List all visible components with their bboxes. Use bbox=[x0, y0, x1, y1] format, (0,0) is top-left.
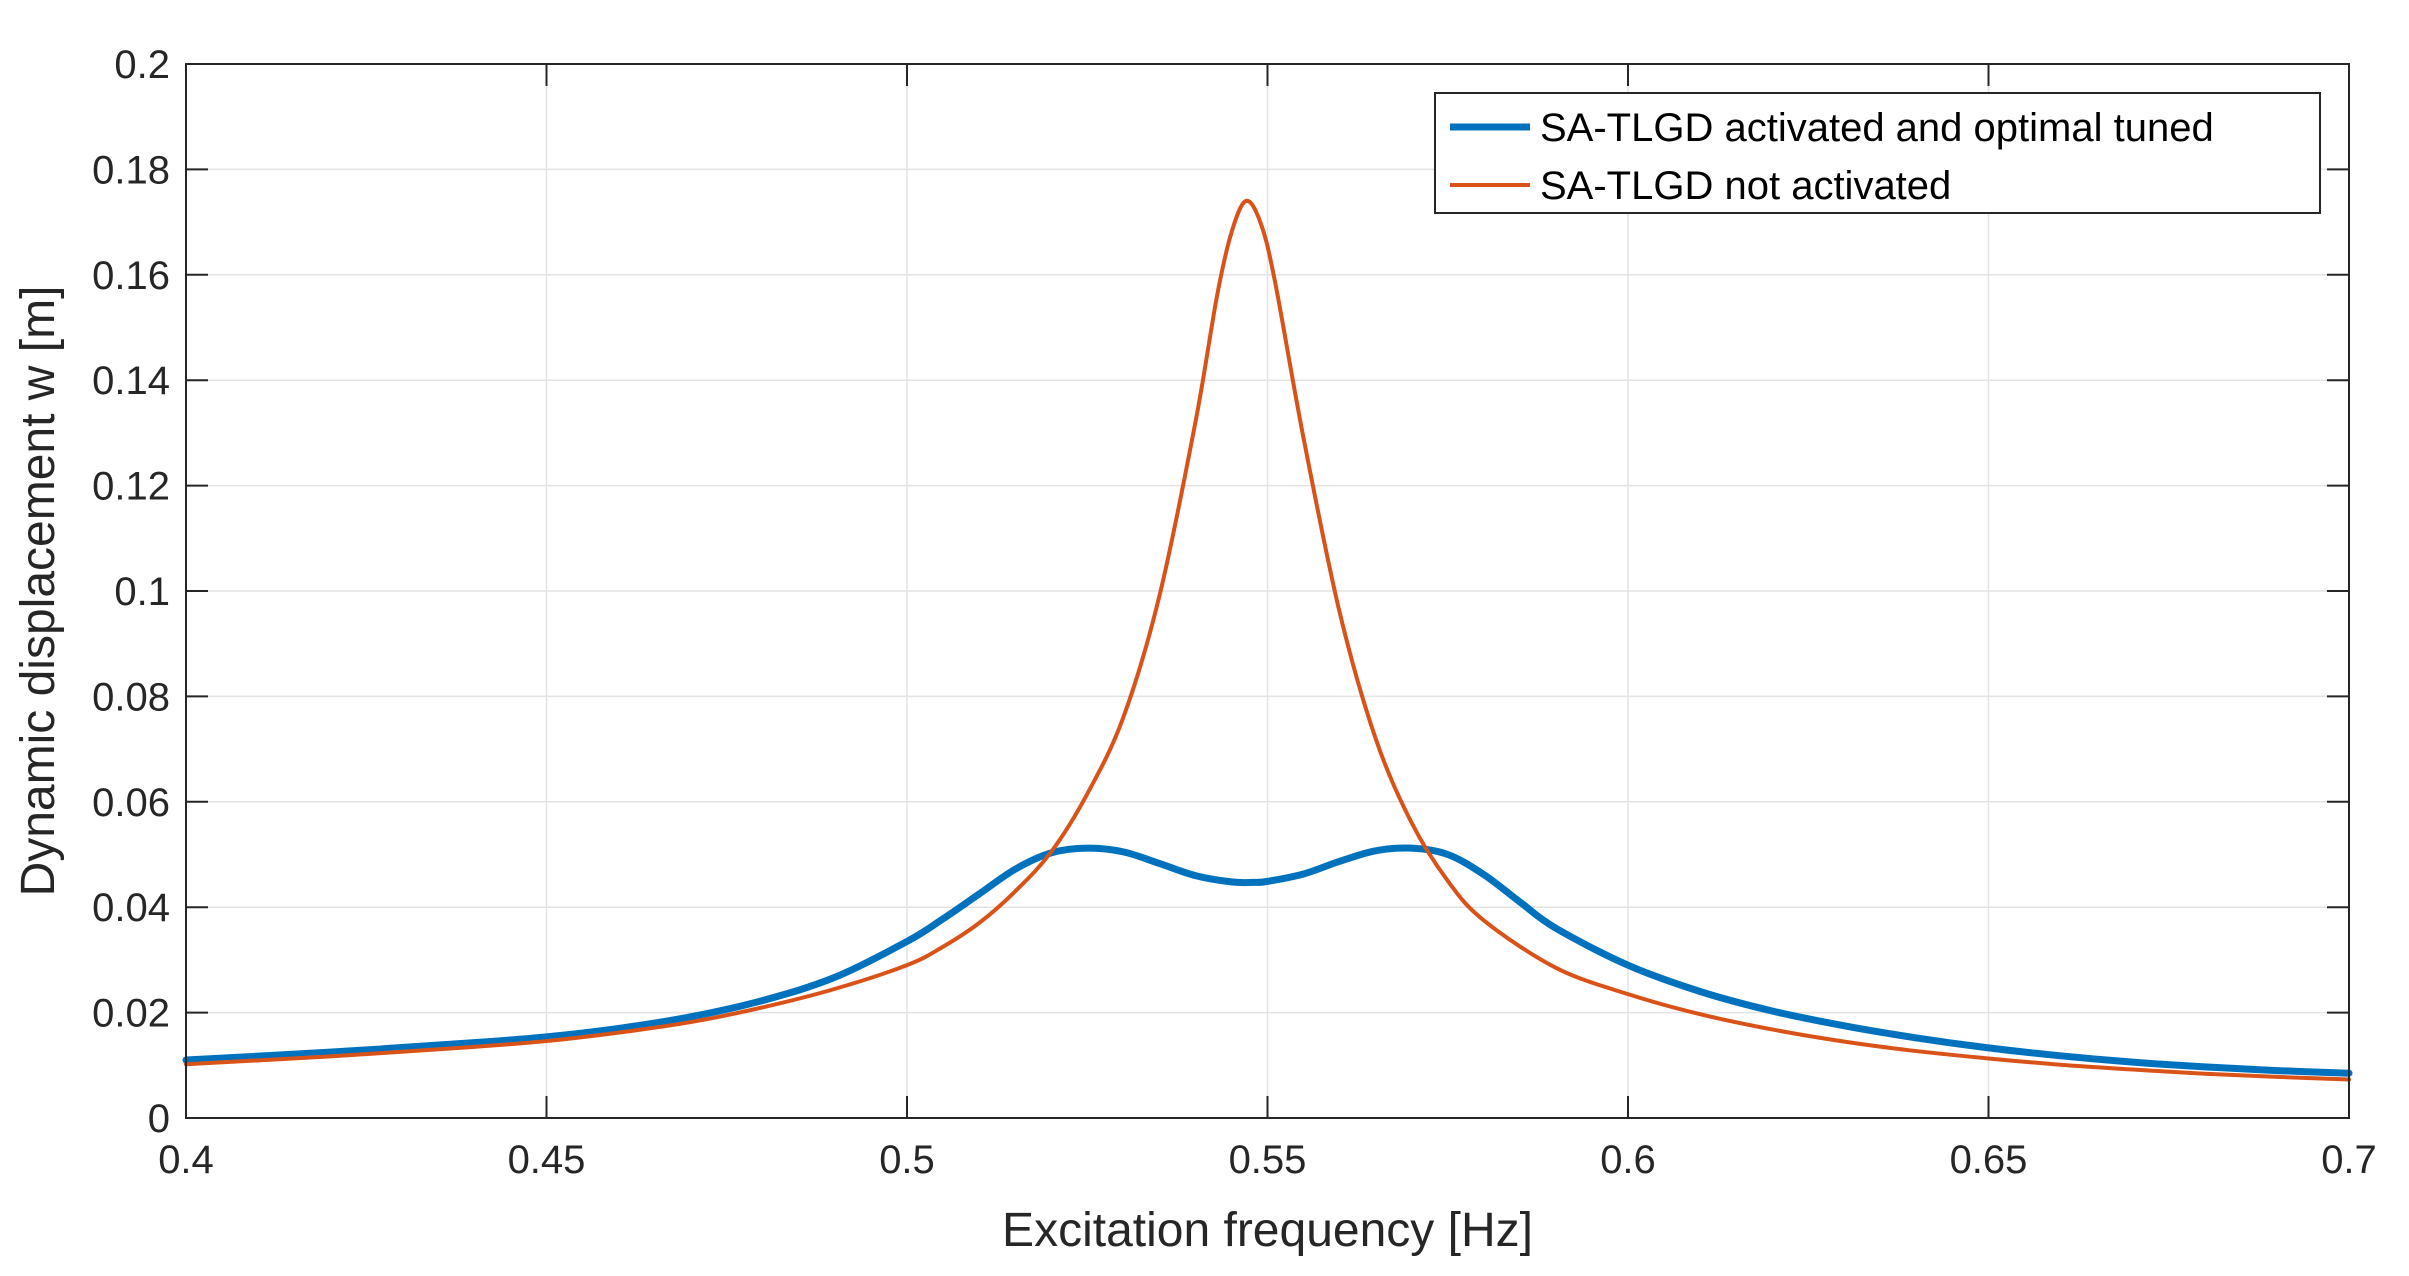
y-tick-label: 0 bbox=[148, 1097, 170, 1141]
legend-label-not-activated: SA-TLGD not activated bbox=[1540, 164, 1951, 208]
series-line-not-activated bbox=[184, 198, 2351, 1082]
y-tick-label: 0.16 bbox=[92, 254, 170, 298]
y-tick-label: 0.08 bbox=[92, 675, 170, 719]
x-tick-label: 0.7 bbox=[2321, 1138, 2377, 1182]
y-tick-label: 0.06 bbox=[92, 781, 170, 825]
x-axis-label: Excitation frequency [Hz] bbox=[1002, 1204, 1533, 1257]
y-tick-label: 0.18 bbox=[92, 148, 170, 192]
y-tick-label: 0.02 bbox=[92, 992, 170, 1036]
y-tick-label: 0.2 bbox=[114, 43, 170, 87]
legend: SA-TLGD activated and optimal tuned SA-T… bbox=[1434, 92, 2321, 214]
legend-label-activated: SA-TLGD activated and optimal tuned bbox=[1540, 106, 2214, 150]
legend-box bbox=[1434, 92, 2321, 214]
y-tick-label: 0.1 bbox=[114, 570, 170, 614]
x-tick-label: 0.55 bbox=[1229, 1138, 1307, 1182]
x-axis-tick-labels: 0.4 0.45 0.5 0.55 0.6 0.65 0.7 bbox=[158, 1138, 2377, 1182]
x-tick-label: 0.45 bbox=[508, 1138, 586, 1182]
x-tick-label: 0.4 bbox=[158, 1138, 214, 1182]
ticks bbox=[185, 63, 2350, 1119]
series-layer bbox=[182, 198, 2353, 1082]
series-line-activated bbox=[182, 844, 2353, 1077]
x-tick-label: 0.65 bbox=[1950, 1138, 2028, 1182]
y-tick-label: 0.14 bbox=[92, 359, 170, 403]
y-axis-tick-labels: 0 0.02 0.04 0.06 0.08 0.1 0.12 0.14 0.16 0.18 0.2 bbox=[92, 43, 170, 1141]
y-tick-label: 0.04 bbox=[92, 886, 170, 930]
x-tick-label: 0.6 bbox=[1600, 1138, 1656, 1182]
y-axis-label: Dynamic displacement w [m] bbox=[12, 286, 65, 897]
y-tick-label: 0.12 bbox=[92, 465, 170, 509]
x-tick-label: 0.5 bbox=[879, 1138, 935, 1182]
